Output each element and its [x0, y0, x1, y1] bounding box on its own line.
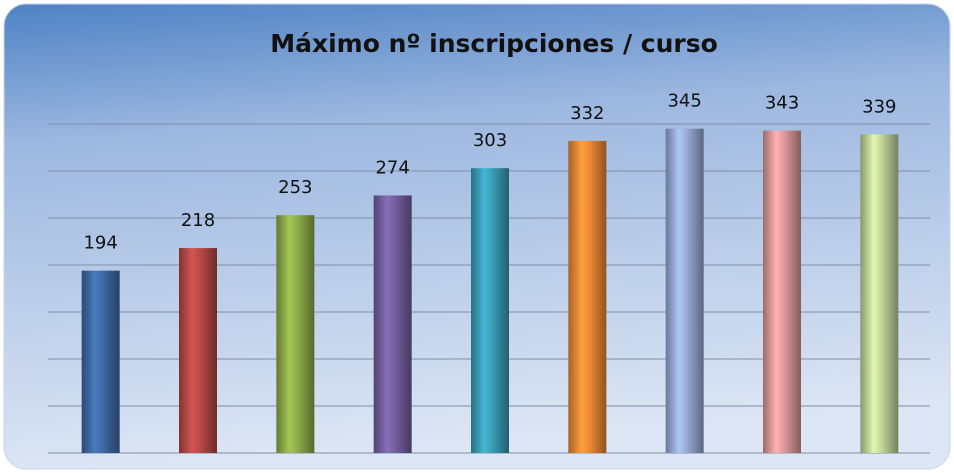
bar: [373, 195, 412, 453]
data-label: 253: [278, 177, 312, 198]
data-label: 194: [83, 233, 117, 254]
bar: [568, 140, 607, 454]
bar: [860, 134, 899, 453]
data-label: 218: [181, 210, 215, 231]
data-label: 303: [473, 130, 507, 151]
data-label: 274: [375, 157, 409, 178]
bar: [81, 270, 120, 453]
chart-title: Máximo nº inscripciones / curso: [270, 29, 718, 58]
data-label: 339: [862, 96, 896, 117]
data-label: 345: [667, 91, 701, 112]
bar: [665, 128, 704, 453]
bar: [471, 168, 509, 453]
data-label: 343: [765, 93, 799, 114]
bar: [276, 215, 315, 453]
bar: [763, 130, 801, 453]
bar: [179, 248, 217, 453]
data-label: 332: [570, 103, 604, 124]
